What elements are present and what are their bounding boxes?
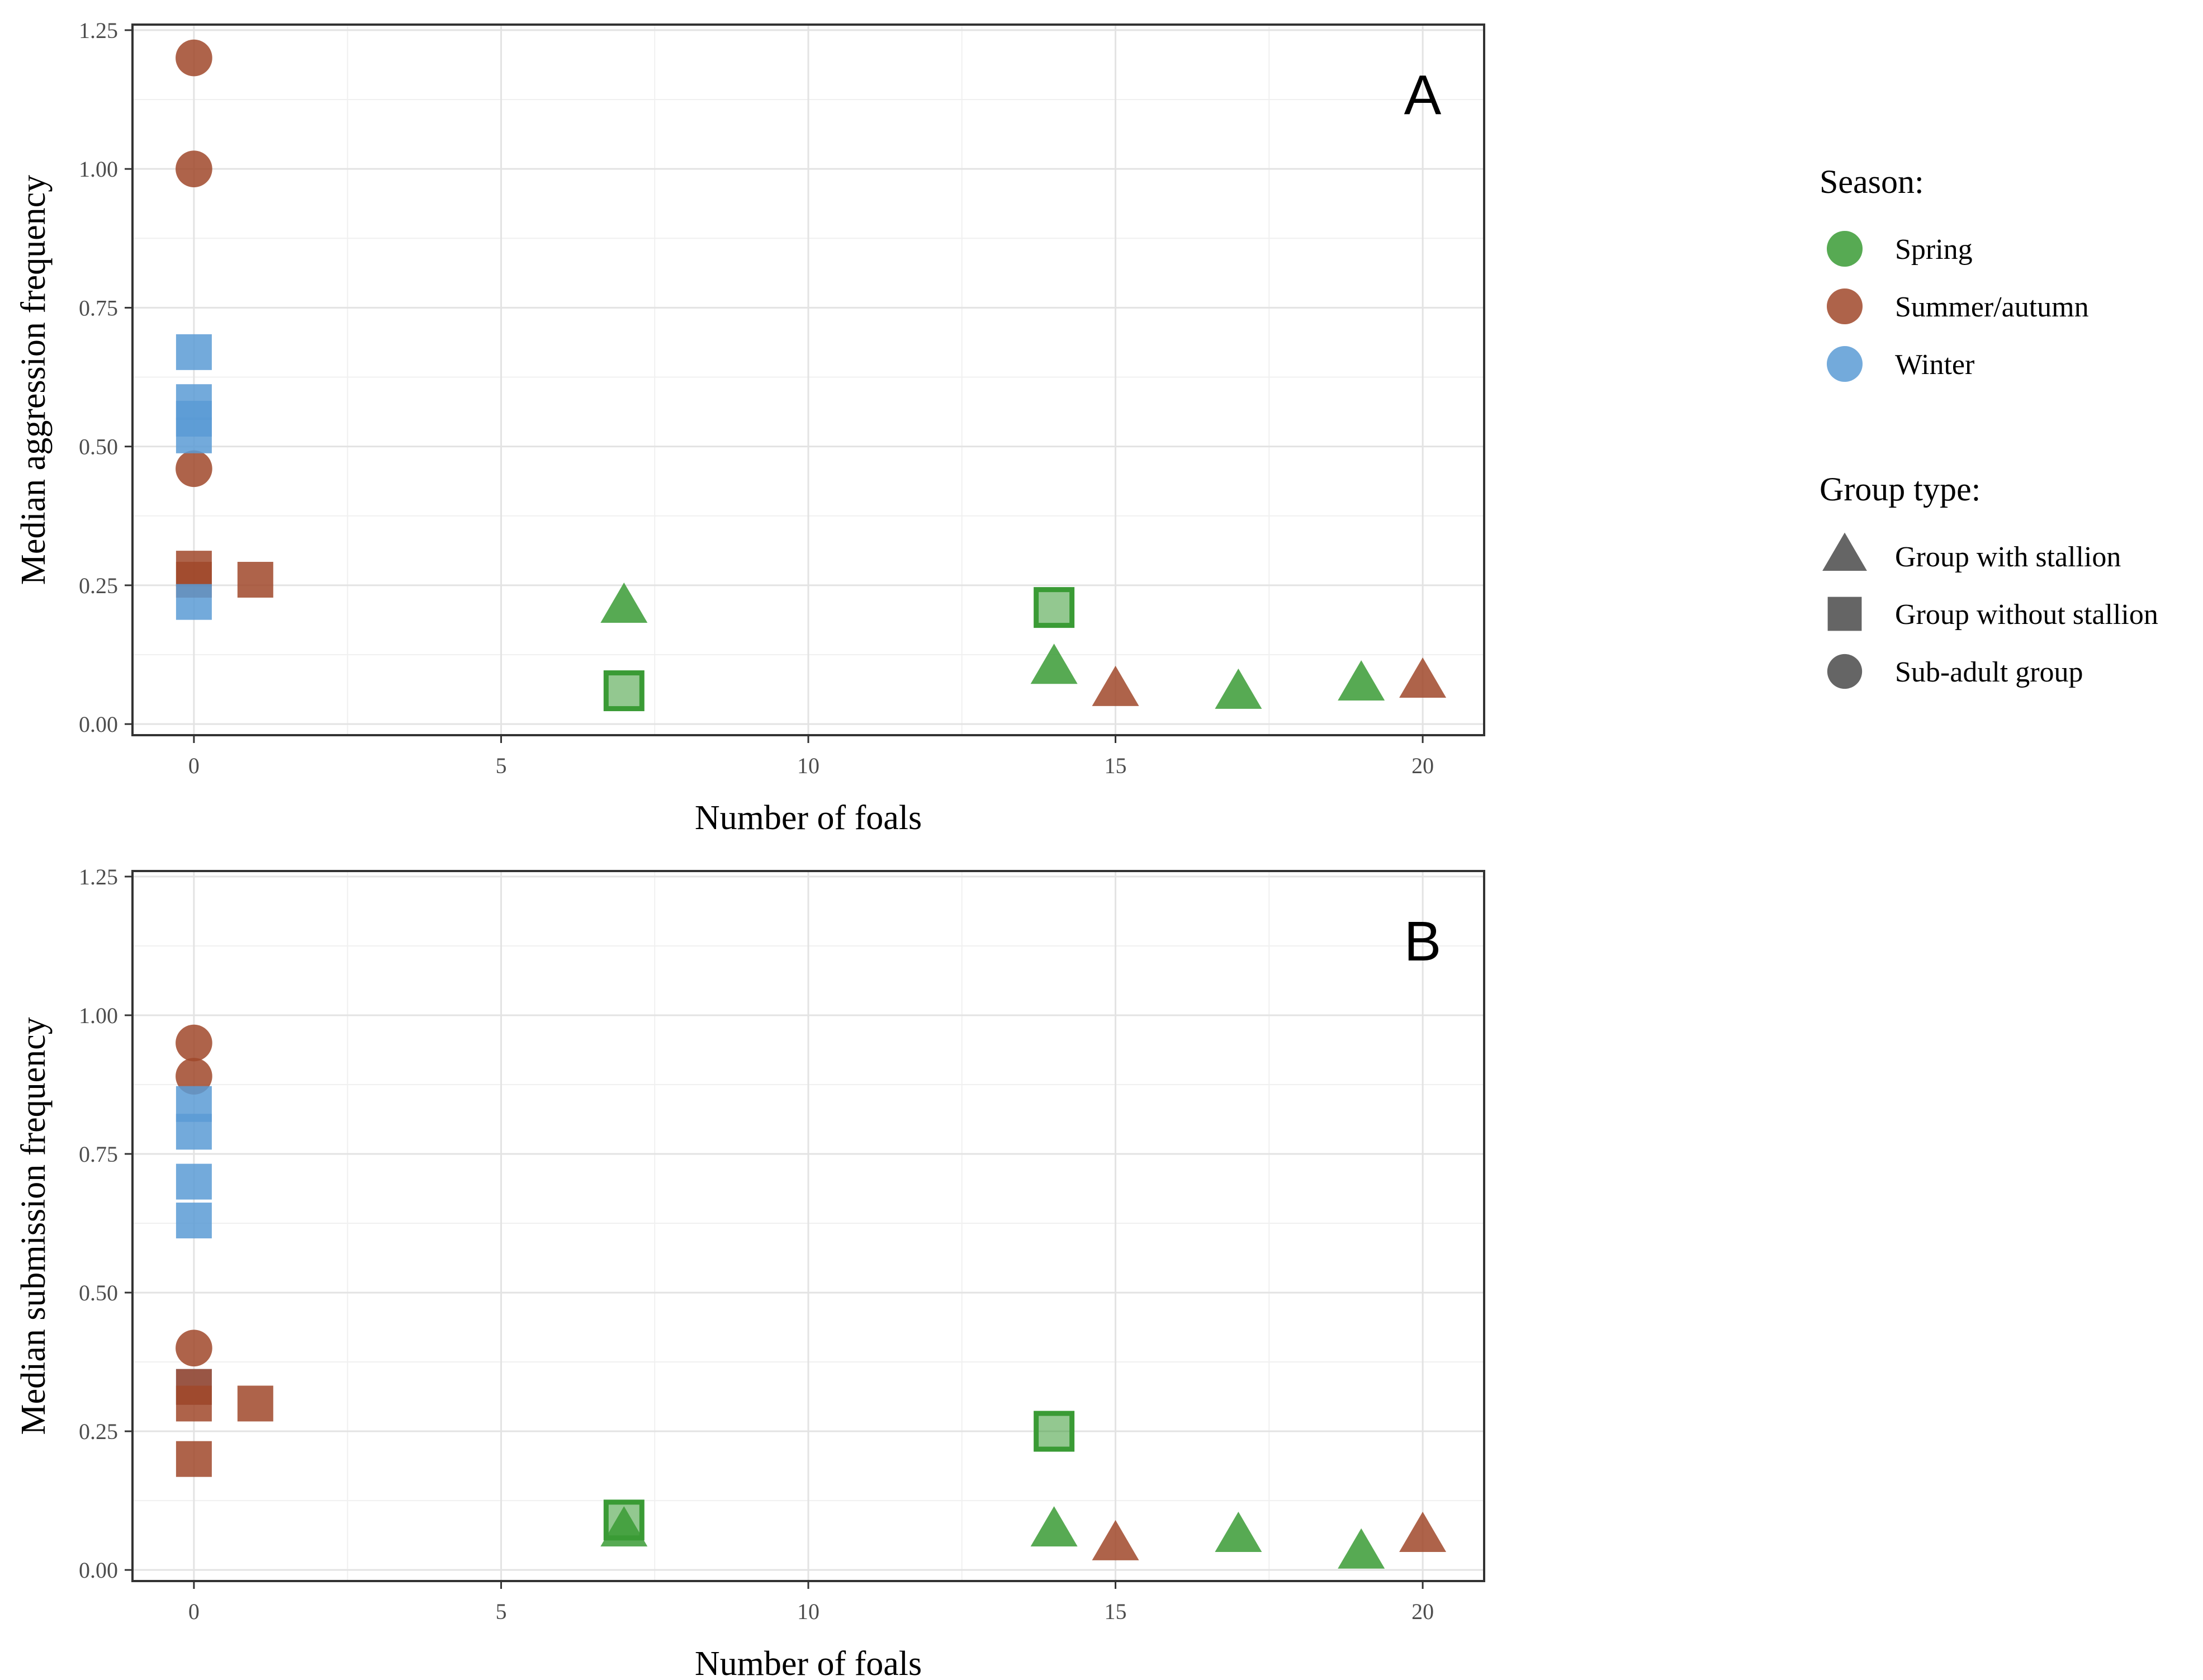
panel-border — [131, 870, 1485, 1582]
x-axis-title: Number of foals — [695, 1645, 922, 1680]
x-tick-label: 0 — [188, 1599, 200, 1624]
x-tick-label: 10 — [797, 1599, 819, 1624]
x-axis-title: Number of foals — [695, 799, 922, 837]
data-point — [176, 334, 212, 370]
panel-label: A — [1404, 64, 1442, 126]
panel-b: 0 5 10 15 20 0.00 0.25 0.50 0.75 1.00 1.25 B Number … — [15, 864, 1485, 1680]
x-tick-label: 10 — [797, 753, 819, 778]
y-tick-label: 1.00 — [79, 1003, 118, 1028]
data-point — [237, 561, 273, 598]
x-tick-label: 20 — [1411, 1599, 1434, 1624]
data-point — [1092, 1520, 1139, 1560]
legend-season-key — [1827, 346, 1863, 382]
x-tick-label: 5 — [495, 1599, 506, 1624]
legend-season-key — [1827, 288, 1863, 324]
data-point — [1030, 1506, 1078, 1547]
y-tick-label: 0.75 — [79, 1142, 118, 1167]
data-point — [1338, 660, 1385, 701]
data-point — [176, 450, 212, 488]
legend-season-label: Spring — [1895, 234, 1973, 266]
data-point — [1215, 668, 1262, 709]
y-axis-title: Median submission frequency — [15, 1017, 53, 1435]
y-tick-label: 0.50 — [79, 1280, 118, 1305]
data-point — [176, 1385, 212, 1422]
x-tick-label: 20 — [1411, 753, 1434, 778]
data-point — [600, 582, 648, 623]
data-point — [1215, 1511, 1262, 1552]
data-point — [176, 39, 212, 77]
data-point — [176, 1329, 212, 1367]
data-point — [176, 1024, 212, 1062]
data-point — [176, 1114, 212, 1150]
legend-season-label: Summer/autumn — [1895, 291, 2089, 323]
data-point — [176, 150, 212, 187]
y-tick-label: 1.25 — [79, 864, 118, 889]
data-point — [603, 670, 645, 712]
data-point — [176, 417, 212, 453]
data-point — [1030, 643, 1078, 684]
data-point — [176, 1441, 212, 1477]
data-point — [1338, 1528, 1385, 1569]
legend-group-label: Group with stallion — [1895, 541, 2121, 573]
data-point — [176, 584, 212, 620]
y-tick-label: 0.00 — [79, 1558, 118, 1583]
y-tick-label: 0.00 — [79, 712, 118, 737]
data-point — [1034, 587, 1075, 628]
data-point — [1092, 665, 1139, 706]
y-tick-label: 0.25 — [79, 573, 118, 598]
legend-group-label: Group without stallion — [1895, 599, 2158, 631]
panel-border — [131, 23, 1485, 736]
legend-season-title: Season: — [1820, 163, 1924, 200]
y-tick-label: 1.00 — [79, 157, 118, 182]
y-axis-title: Median aggression frequency — [15, 175, 53, 585]
panel-a: 0 5 10 15 20 0.00 0.25 0.50 0.75 1.00 1.25 A Number … — [15, 18, 1485, 837]
legend-group-label: Sub-adult group — [1895, 656, 2083, 688]
y-tick-label: 0.75 — [79, 295, 118, 320]
data-point — [603, 1499, 645, 1541]
legend-season-key — [1827, 231, 1863, 267]
panel-label: B — [1404, 910, 1442, 973]
legend-group-key — [1827, 597, 1862, 631]
data-point — [1034, 1411, 1075, 1452]
data-point — [176, 1203, 212, 1239]
y-tick-label: 1.25 — [79, 18, 118, 43]
legend-group-key — [1827, 654, 1863, 689]
x-tick-label: 15 — [1105, 753, 1127, 778]
x-tick-label: 0 — [188, 753, 200, 778]
data-point — [176, 1058, 212, 1095]
legend-group-title: Group type: — [1820, 471, 1981, 508]
y-tick-label: 0.25 — [79, 1419, 118, 1444]
legend-group-key — [1822, 532, 1867, 571]
legend-season-label: Winter — [1895, 349, 1974, 381]
x-tick-label: 5 — [495, 753, 506, 778]
y-tick-label: 0.50 — [79, 434, 118, 460]
legend: Season: Spring Summer/autumn Winter Group … — [1820, 163, 2158, 689]
data-point — [1399, 657, 1447, 698]
data-point — [237, 1385, 273, 1422]
data-point — [176, 1163, 212, 1200]
data-point — [1399, 1511, 1447, 1552]
x-tick-label: 15 — [1105, 1599, 1127, 1624]
